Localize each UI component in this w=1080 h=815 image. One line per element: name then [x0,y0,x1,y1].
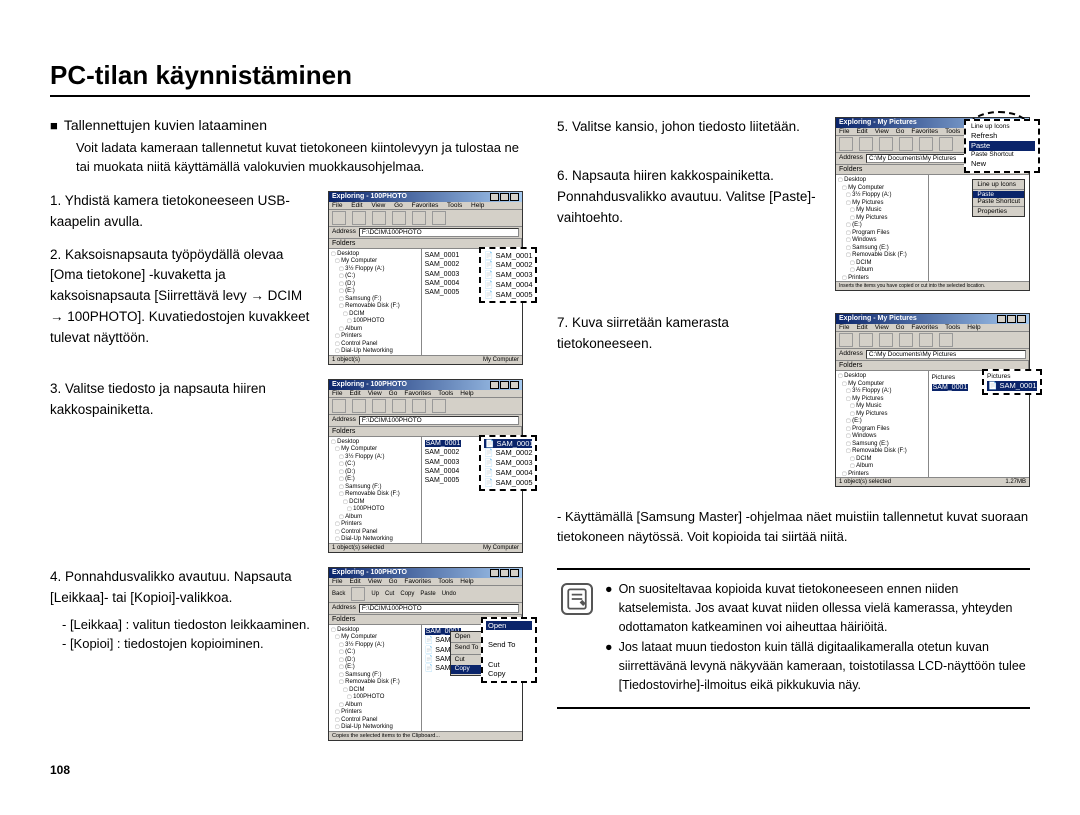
copy-icon [392,211,406,225]
explorer-window: Exploring - My Pictures FileEditViewGoFa… [835,313,1030,487]
screenshot-1: Exploring - 100PHOTO File Edit View Go F… [328,191,523,365]
step-block-4: 4. Ponnahdusvalikko avautuu. Napsauta [L… [50,567,523,741]
folder-tree: DesktopMy Computer3½ Floppy (A:)(C:)(D:)… [329,249,422,355]
step1-text: 1. Yhdistä kamera tietokoneeseen USB-kaa… [50,191,318,233]
info1-text: On suositeltavaa kopioida kuvat tietokon… [619,580,1026,636]
screenshot-3: Exploring - 100PHOTO FileEditViewGoFavor… [328,567,523,741]
step-block-5-6: 5. Valitse kansio, johon tiedosto liitet… [557,117,1030,291]
address-label: Address [332,228,356,237]
step-block-1-2: 1. Yhdistä kamera tietokoneeseen USB-kaa… [50,191,523,365]
step4-sub2: - [Kopioi] : tiedostojen kopioiminen. [62,634,318,654]
bullet-icon: ● [605,580,613,636]
step-block-3: 3. Valitse tiedosto ja napsauta hiiren k… [50,379,523,553]
paste-icon [412,211,426,225]
undo-icon [432,211,446,225]
note-icon [561,583,593,615]
addressbar: Address F:\DCIM\100PHOTO [329,227,522,239]
info-text: ●On suositeltavaa kopioida kuvat tietoko… [605,580,1026,697]
step5-text: 5. Valitse kansio, johon tiedosto liitet… [557,117,817,138]
right-column: 5. Valitse kansio, johon tiedosto liitet… [557,117,1030,777]
screenshot-4: Exploring - My Pictures FileEditViewGoFa… [835,117,1030,291]
intro-text: Voit ladata kameraan tallennetut kuvat t… [76,139,523,177]
statusbar: 1 object(s) My Computer [329,355,522,364]
square-bullet-icon: ■ [50,118,58,134]
context-menu: Open Send To Cut Copy [450,631,484,676]
section-heading: ■ Tallennettujen kuvien lataaminen [50,117,523,133]
info-box: ●On suositeltavaa kopioida kuvat tietoko… [557,568,1030,709]
screenshot-5: Exploring - My Pictures FileEditViewGoFa… [835,313,1030,487]
step3-text: 3. Valitse tiedosto ja napsauta hiiren k… [50,379,318,421]
cut-icon [372,211,386,225]
callout-context-menu: Open Send To Cut Copy [481,617,537,684]
info2-text: Jos lataat muun tiedoston kuin tällä dig… [619,638,1026,694]
page-number: 108 [50,763,523,777]
step-block-7: 7. Kuva siirretään kamerasta tietokonees… [557,313,1030,487]
section-heading-text: Tallennettujen kuvien lataaminen [64,117,267,133]
back-icon [332,211,346,225]
step-text: 1. Yhdistä kamera tietokoneeseen USB-kaa… [50,191,318,349]
screenshot-2: Exploring - 100PHOTO FileEditViewGoFavor… [328,379,523,553]
page-title: PC-tilan käynnistäminen [50,60,1030,97]
step2-text: 2. Kaksoisnapsauta työpöydällä olevaa [O… [50,245,318,350]
step4-text-block: 4. Ponnahdusvalikko avautuu. Napsauta [L… [50,567,318,654]
step7-text: 7. Kuva siirretään kamerasta tietokonees… [557,313,817,355]
window-title: Exploring - 100PHOTO [332,193,407,201]
menubar: File Edit View Go Favorites Tools Help [329,202,522,210]
callout-file-list-selected: 📄 SAM_0001 📄 SAM_0002 📄 SAM_0003 📄 SAM_0… [479,435,537,492]
callout-file-list: 📄 SAM_0001 📄 SAM_0002 📄 SAM_0003 📄 SAM_0… [479,247,537,304]
address-input: F:\DCIM\100PHOTO [359,228,519,237]
toolbar [329,210,522,227]
left-column: ■ Tallennettujen kuvien lataaminen Voit … [50,117,523,777]
callout-paste-menu: Line up Icons Refresh Paste Paste Shortc… [964,119,1040,173]
right-click-menu: Line up Icons Paste Paste Shortcut Prope… [972,179,1025,217]
up-icon [352,211,366,225]
step6-text: 6. Napsauta hiiren kakkospainiketta. Pon… [557,166,817,229]
window-titlebar: Exploring - 100PHOTO [329,192,522,202]
callout-moved-file: Pictures 📄 SAM_0001 [982,369,1042,395]
step4-sub1: - [Leikkaa] : valitun tiedoston leikkaam… [62,615,318,635]
two-column-layout: ■ Tallennettujen kuvien lataaminen Voit … [50,117,1030,777]
manual-page: PC-tilan käynnistäminen ■ Tallennettujen… [0,0,1080,807]
step4-text: 4. Ponnahdusvalikko avautuu. Napsauta [L… [50,567,318,609]
window-buttons [490,193,519,201]
note-text: - Käyttämällä [Samsung Master] -ohjelmaa… [557,507,1030,546]
bullet-icon: ● [605,638,613,694]
